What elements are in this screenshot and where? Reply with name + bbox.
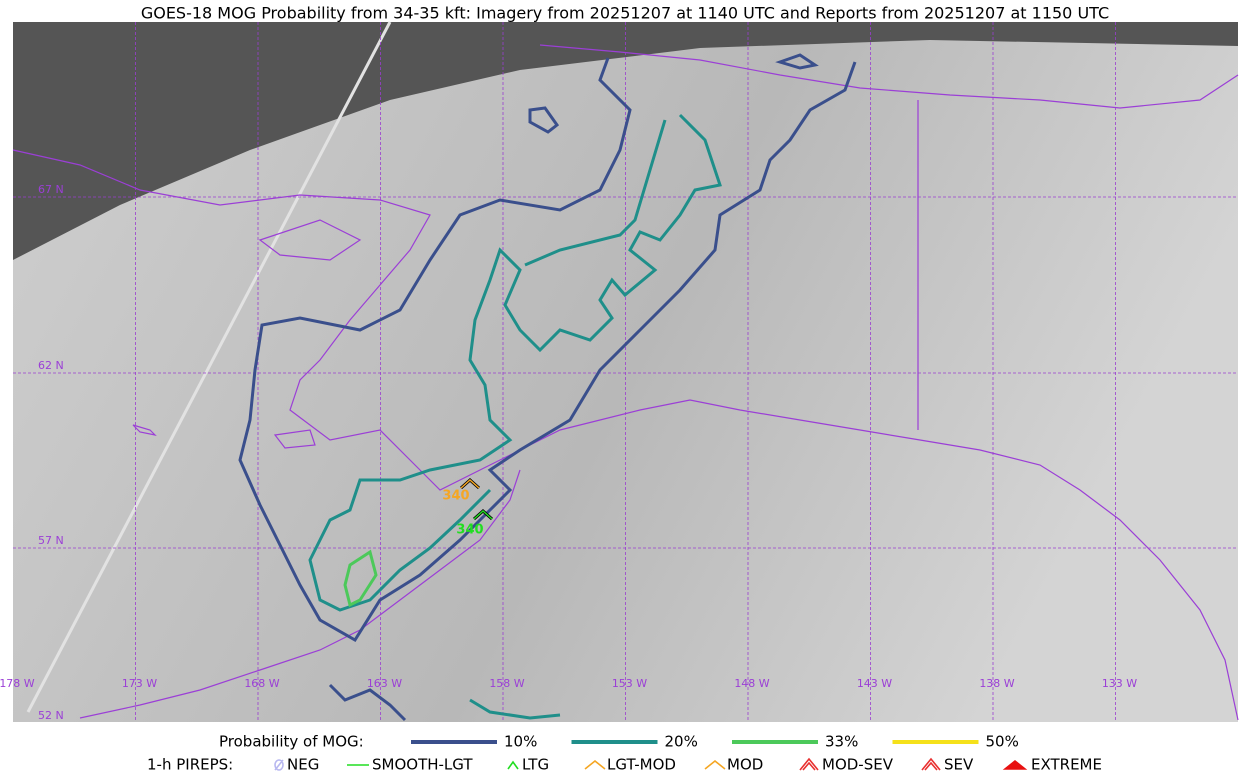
coastlines xyxy=(12,44,1239,721)
lat-label: 67 N xyxy=(38,183,64,196)
legend-icon xyxy=(507,760,519,770)
legend-label: 50% xyxy=(986,733,1019,751)
legend-label: LGT-MOD xyxy=(607,756,676,774)
pirep-icon xyxy=(473,509,493,520)
legend-icon xyxy=(704,759,726,770)
pirep-label: 340 xyxy=(442,489,469,504)
lon-label: 163 W xyxy=(367,677,402,690)
legend-label: MOD-SEV xyxy=(822,756,894,774)
legend-title: 1-h PIREPS: xyxy=(147,756,233,774)
lon-label: 138 W xyxy=(979,677,1014,690)
swath-edge xyxy=(26,21,392,713)
lon-label: 148 W xyxy=(734,677,769,690)
legend-label: 10% xyxy=(504,733,537,751)
map: 340 340 67 N 62 N 57 N 52 N 178 W 173 W 168 W 16… xyxy=(0,21,1239,722)
title: GOES-18 MOG Probability from 34-35 kft: … xyxy=(141,4,1109,23)
legend-icon xyxy=(584,759,606,770)
no-data-region xyxy=(13,22,1238,260)
lon-label: 158 W xyxy=(489,677,524,690)
legend-label: SMOOTH-LGT xyxy=(372,756,473,774)
graticule xyxy=(13,22,1238,722)
grid-labels: 67 N 62 N 57 N 52 N 178 W 173 W 168 W 163 W 158 … xyxy=(0,183,1137,722)
legend-label: SEV xyxy=(944,756,974,774)
legend-label: EXTREME xyxy=(1031,756,1102,774)
contours xyxy=(238,53,857,722)
legend-icon xyxy=(274,759,284,771)
legend-label: 20% xyxy=(665,733,698,751)
lat-label: 57 N xyxy=(38,534,64,547)
legend-icon xyxy=(799,757,819,771)
legend-icon xyxy=(1002,759,1028,770)
legend-label: NEG xyxy=(287,756,319,774)
lat-label: 62 N xyxy=(38,359,64,372)
legend-label: LTG xyxy=(522,756,549,774)
lon-label: 173 W xyxy=(122,677,157,690)
lat-label: 52 N xyxy=(38,709,64,722)
legend: Probability of MOG: 10% 20% 33% 50% 1-h PIREP… xyxy=(147,733,1102,774)
lon-label: 153 W xyxy=(612,677,647,690)
legend-label: MOD xyxy=(727,756,763,774)
lon-label: 168 W xyxy=(244,677,279,690)
lon-label: 133 W xyxy=(1102,677,1137,690)
legend-icon xyxy=(921,757,941,771)
lon-label: 178 W xyxy=(0,677,35,690)
pirep-label: 340 xyxy=(456,523,483,538)
legend-label: 33% xyxy=(825,733,858,751)
lon-label: 143 W xyxy=(857,677,892,690)
pireps: 340 340 xyxy=(442,477,493,538)
legend-title: Probability of MOG: xyxy=(219,733,364,751)
pirep-icon xyxy=(460,478,480,489)
